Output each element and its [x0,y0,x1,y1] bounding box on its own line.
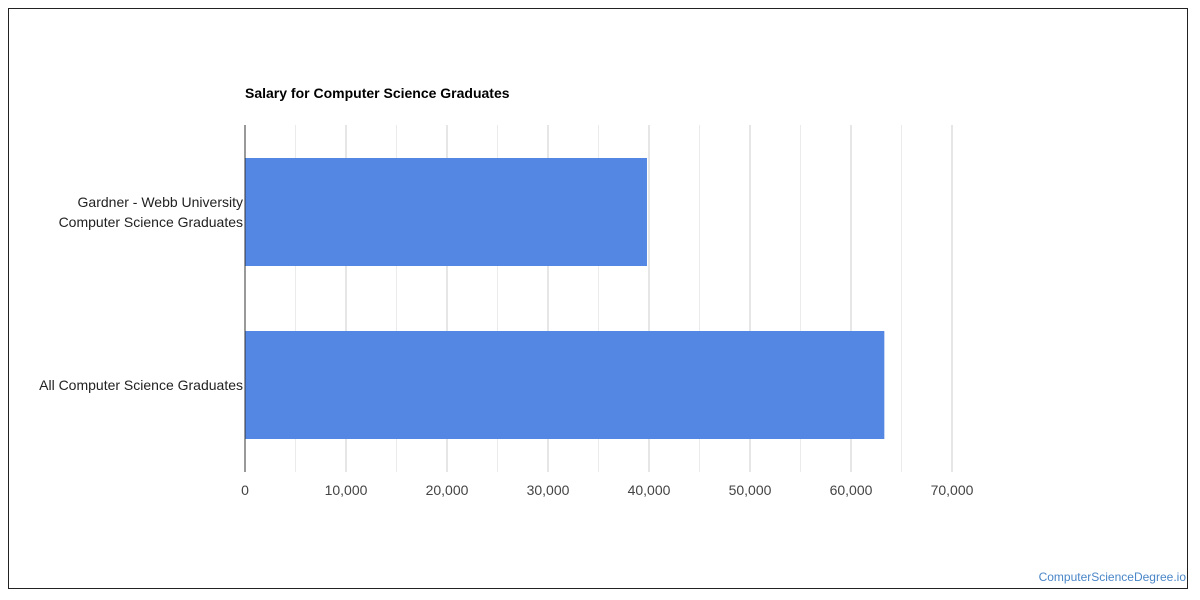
category-label: All Computer Science Graduates [39,375,243,395]
category-label-line: Gardner - Webb University [77,194,243,210]
x-tick-label: 50,000 [729,482,772,498]
x-tick-label: 10,000 [325,482,368,498]
bar [245,331,885,439]
x-tick-label: 40,000 [628,482,671,498]
category-label: Gardner - Webb University Computer Scienc… [59,192,243,232]
x-tick-label: 0 [241,482,249,498]
x-tick-label: 70,000 [931,482,974,498]
watermark-link[interactable]: ComputerScienceDegree.io [1038,570,1186,584]
category-label-line: All Computer Science Graduates [39,377,243,393]
x-tick-label: 20,000 [426,482,469,498]
x-tick-label: 60,000 [830,482,873,498]
category-label-line: Computer Science Graduates [58,214,243,230]
x-tick-label: 30,000 [527,482,570,498]
bar [245,158,647,266]
chart-title: Salary for Computer Science Graduates [245,85,510,101]
